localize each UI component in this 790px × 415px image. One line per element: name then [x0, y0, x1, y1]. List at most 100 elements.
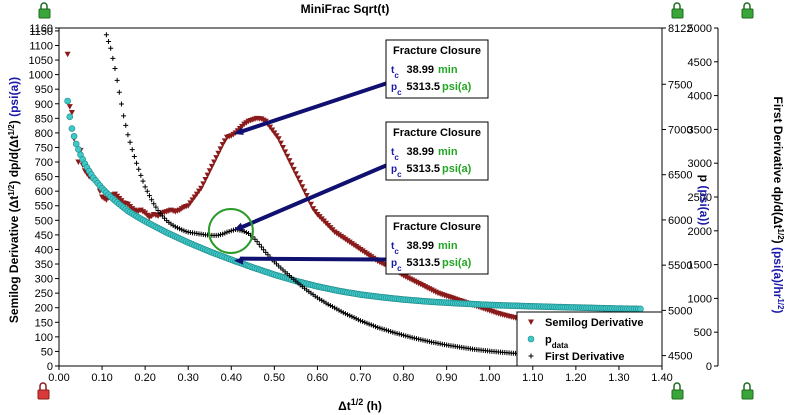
- annotation-tc-key: tc: [391, 147, 399, 162]
- y-left-tick-label: 800: [35, 128, 53, 140]
- data-point: [288, 162, 295, 168]
- annotation-tc-key: tc: [391, 241, 399, 256]
- y-left-tick-label: 450: [35, 230, 53, 242]
- data-point: [106, 39, 112, 45]
- series-pdata: [64, 97, 644, 313]
- y-left-tick-label: 0: [47, 361, 53, 373]
- data-point: [72, 140, 80, 148]
- data-point: [103, 32, 109, 38]
- data-point: [254, 239, 260, 245]
- data-point: [295, 175, 302, 182]
- data-point: [138, 172, 144, 178]
- data-point: [307, 201, 314, 208]
- y-left-axis-title: Semilog Derivative (Δt1/2) dp/d(Δt1/2) (…: [7, 77, 22, 323]
- data-point: [204, 172, 211, 179]
- lock-icon-top-right-2[interactable]: [741, 2, 754, 19]
- data-point: [208, 163, 215, 170]
- annotation-pdata[interactable]: Fracture Closure tc 38.99 min pc 5313.5 psi(a): [233, 215, 489, 275]
- annotation-tc-unit: min: [438, 240, 458, 252]
- data-point: [312, 209, 319, 215]
- y-p-tick-label: 5000: [668, 305, 692, 317]
- annotation-arrow: [239, 256, 387, 262]
- legend-entry[interactable]: Semilog Derivative: [528, 317, 643, 329]
- y-left-tick-label: 1050: [29, 55, 53, 67]
- annotation-first-derivative[interactable]: Fracture Closure tc 38.99 min pc 5313.5 psi(a): [233, 121, 489, 230]
- annotation-tc-unit: min: [438, 64, 458, 76]
- y-p-tick-label: 7000: [668, 124, 692, 136]
- data-point: [66, 104, 73, 110]
- y-left-tick-label: 700: [35, 157, 53, 169]
- data-point: [64, 51, 71, 58]
- legend-label: Semilog Derivative: [545, 317, 643, 329]
- data-point: [273, 133, 280, 139]
- y-fd-tick-label: 3000: [688, 158, 712, 170]
- legend-label: First Derivative: [545, 351, 624, 363]
- y-fd-tick-label: 4500: [688, 57, 712, 69]
- y-first-derivative-axis-ticks: 0 500 1000 1500 2000 2500 3000 3500 4000 4500 5000: [688, 23, 719, 373]
- data-point: [198, 185, 205, 192]
- x-tick-label: 0.70: [350, 372, 371, 384]
- x-tick-label: 0.10: [91, 372, 112, 384]
- closure-highlight-circle: [207, 207, 254, 254]
- y-fd-tick-label: 2000: [688, 226, 712, 238]
- y-fd-tick-label: 500: [694, 327, 712, 339]
- y-left-tick-label: 650: [35, 172, 53, 184]
- y-left-tick-label: 1160: [29, 23, 53, 35]
- annotation-arrow: [239, 81, 387, 134]
- data-point: [116, 89, 122, 95]
- lock-icon-bottom-left[interactable]: [37, 382, 50, 400]
- legend-marker: [527, 335, 535, 343]
- data-point: [301, 188, 308, 195]
- data-point: [157, 210, 163, 216]
- x-tick-label: 1.30: [608, 372, 629, 384]
- y-p-tick-label: 4500: [668, 351, 692, 363]
- legend-entry[interactable]: pdata: [527, 334, 569, 350]
- data-point: [68, 125, 76, 132]
- lock-icon-top-left[interactable]: [38, 2, 51, 19]
- x-tick-label: 0.90: [436, 372, 457, 384]
- data-point: [282, 149, 289, 155]
- x-tick-label: 0.00: [48, 372, 69, 384]
- lock-icon-top-right-1[interactable]: [671, 2, 684, 19]
- y-left-tick-label: 1000: [29, 70, 53, 82]
- legend-label: pdata: [545, 334, 569, 350]
- annotation-arrow: [239, 163, 387, 230]
- data-point: [219, 142, 226, 148]
- y-left-tick-label: 250: [35, 288, 53, 300]
- legend-box: [516, 311, 663, 367]
- y-left-tick-label: 1100: [29, 40, 53, 52]
- annotation-box: [385, 39, 489, 99]
- x-tick-label: 1.20: [565, 372, 586, 384]
- data-point: [129, 147, 135, 153]
- data-point: [66, 113, 74, 121]
- y-left-tick-label: 350: [35, 259, 53, 271]
- data-point: [70, 132, 78, 140]
- data-point: [75, 146, 82, 153]
- data-point: [267, 124, 274, 131]
- annotation-pc-key: pc: [391, 164, 402, 179]
- annotation-title: Fracture Closure: [393, 45, 481, 57]
- data-point: [299, 184, 306, 190]
- data-point: [131, 153, 137, 159]
- data-point: [202, 177, 209, 183]
- y-left-tick-label: 400: [35, 244, 53, 256]
- y-left-tick-label: 850: [35, 113, 53, 125]
- data-point: [140, 178, 146, 184]
- y-pressure-axis-title: p (psi(a)): [697, 175, 711, 226]
- data-point: [213, 155, 220, 161]
- data-point: [275, 136, 282, 142]
- y-left-tick-label: 100: [35, 332, 53, 344]
- y-p-tick-label: 6500: [668, 170, 692, 182]
- data-point: [277, 140, 284, 147]
- annotation-pc-unit: psi(a): [442, 163, 472, 175]
- x-tick-label: 0.50: [264, 372, 285, 384]
- lock-icon-bottom-right-2[interactable]: [741, 382, 754, 400]
- lock-icon-bottom-right-1[interactable]: [671, 382, 684, 400]
- x-tick-label: 0.80: [393, 372, 414, 384]
- annotation-semilog[interactable]: Fracture Closure tc 38.99 min pc 5313.5 psi(a): [233, 39, 489, 135]
- data-point: [134, 160, 140, 166]
- legend-entry[interactable]: First Derivative: [528, 351, 625, 363]
- data-point: [136, 166, 142, 172]
